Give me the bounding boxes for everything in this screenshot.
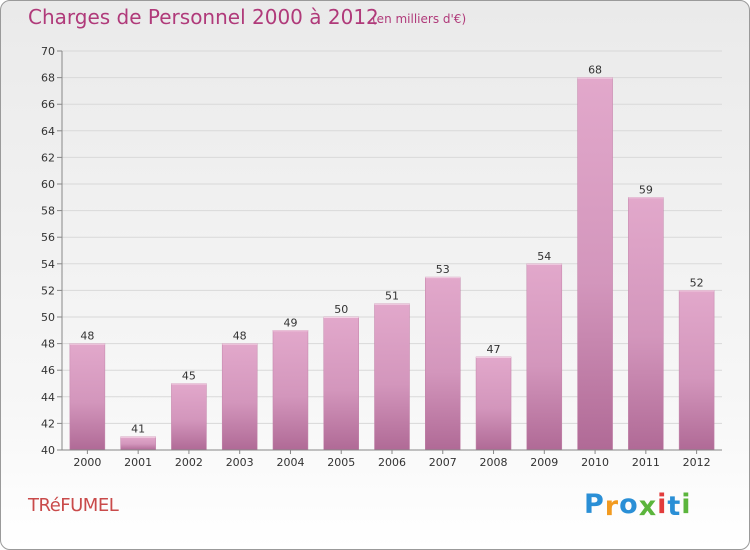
logo-letter: i [657,489,668,520]
bar [475,356,512,451]
x-tick-label: 2008 [480,456,508,469]
data-label: 41 [131,423,145,436]
x-tick-label: 2007 [429,456,457,469]
x-tick-label: 2000 [73,456,101,469]
chart-title: Charges de Personnel 2000 à 2012 [28,5,379,29]
commune-name: TRéFUMEL [28,495,119,516]
x-tick-label: 2003 [226,456,254,469]
proxiti-logo: Proxiti [584,489,692,522]
data-label: 53 [436,263,450,276]
logo-letter: x [638,491,658,522]
y-tick-label: 66 [41,98,55,111]
bar [374,303,410,451]
data-label: 48 [233,330,247,343]
data-label: 59 [639,183,653,196]
x-tick-label: 2006 [378,456,406,469]
bar [678,290,715,451]
logo-letter: o [619,489,639,520]
x-tick-label: 2004 [276,456,304,469]
logo-letter: r [604,491,620,522]
bar [69,343,106,451]
y-tick-label: 40 [41,444,55,457]
x-tick-label: 2002 [175,456,203,469]
data-label: 51 [385,290,399,303]
bar [120,436,156,451]
data-label: 54 [537,250,551,263]
x-tick-label: 2009 [530,456,558,469]
y-tick-label: 70 [41,45,55,58]
y-tick-label: 64 [41,125,55,138]
x-tick-label: 2005 [327,456,355,469]
data-label: 50 [334,303,348,316]
bar [628,197,664,451]
data-label: 48 [80,330,94,343]
logo-letter: P [584,489,605,520]
y-tick-label: 60 [41,178,55,191]
chart-subtitle: (en milliers d'€) [372,12,467,26]
logo-letter: t [667,491,682,522]
y-tick-label: 62 [41,151,55,164]
y-tick-label: 44 [41,391,55,404]
y-tick-label: 48 [41,338,55,351]
y-tick-label: 52 [41,284,55,297]
bar [221,343,258,451]
bar [171,383,207,451]
data-label: 49 [283,316,297,329]
x-tick-label: 2001 [124,456,152,469]
y-tick-label: 46 [41,364,55,377]
bar [272,330,309,451]
logo-letter: i [681,489,692,520]
x-tick-label: 2011 [632,456,660,469]
bar [425,276,461,451]
y-tick-label: 54 [41,258,55,271]
x-tick-label: 2010 [581,456,609,469]
data-label: 52 [690,276,704,289]
y-tick-label: 58 [41,205,55,218]
y-tick-label: 68 [41,72,55,85]
y-tick-label: 42 [41,417,55,430]
data-label: 68 [588,64,602,77]
data-label: 45 [182,370,196,383]
bar [577,77,613,451]
y-tick-label: 56 [41,231,55,244]
data-label: 47 [487,343,501,356]
bar [323,316,359,451]
y-tick-label: 50 [41,311,55,324]
bar [526,263,563,451]
x-tick-label: 2012 [683,456,711,469]
